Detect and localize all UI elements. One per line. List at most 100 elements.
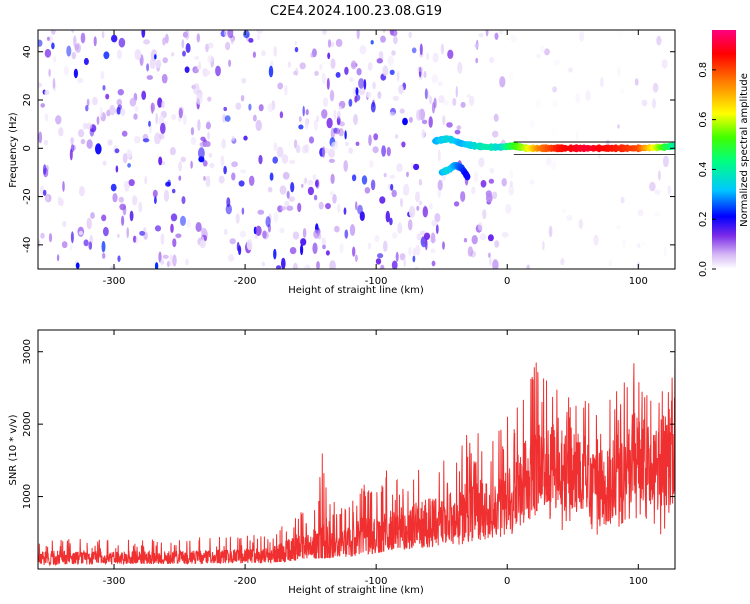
heatmap-cell: [428, 203, 433, 210]
heatmap-cell: [488, 178, 495, 184]
heatmap-cell: [95, 143, 102, 155]
heatmap-cell: [316, 115, 320, 123]
heatmap-cell: [150, 102, 156, 113]
heatmap-cell: [417, 66, 424, 72]
heatmap-cell: [272, 156, 279, 164]
heatmap-cell: [585, 90, 591, 102]
heatmap-cell: [85, 122, 93, 130]
heatmap-cell: [228, 59, 232, 67]
heatmap-cell: [418, 200, 423, 206]
heatmap-cell: [227, 30, 234, 39]
heatmap-cell: [370, 179, 376, 191]
heatmap-cell: [501, 178, 507, 187]
heatmap-cell: [327, 39, 332, 48]
heatmap-cell: [40, 103, 45, 108]
heatmap-cell: [322, 244, 326, 250]
heatmap-cell: [78, 129, 85, 138]
y-tick-label: 0: [22, 145, 33, 151]
heatmap-cell: [287, 61, 292, 68]
heatmap-cell: [328, 148, 335, 158]
heatmap-cell: [348, 98, 353, 107]
heatmap-cell: [477, 221, 483, 231]
heatmap-cell: [184, 66, 190, 73]
heatmap-cell: [89, 127, 95, 137]
heatmap-cell: [107, 139, 113, 146]
heatmap-cell: [656, 35, 662, 46]
heatmap-cell: [326, 117, 333, 129]
heatmap-cell: [350, 60, 357, 70]
heatmap-cell: [166, 260, 170, 268]
heatmap-cell: [621, 238, 627, 248]
heatmap-cell: [382, 65, 389, 77]
heatmap-cell: [336, 110, 341, 120]
heatmap-cell: [432, 52, 439, 63]
heatmap-cell: [667, 185, 672, 196]
heatmap-cell: [122, 153, 128, 164]
heatmap-cell: [466, 94, 471, 98]
heatmap-cell: [154, 132, 161, 145]
heatmap-cell: [652, 82, 659, 93]
heatmap-cell: [355, 141, 360, 146]
x-tick-label: 0: [504, 276, 510, 287]
heatmap-cell: [312, 174, 317, 181]
heatmap-cell: [396, 70, 400, 82]
x-tick-label: -100: [365, 276, 388, 287]
heatmap-cell: [155, 59, 162, 69]
heatmap-cell: [243, 135, 248, 141]
heatmap-cell: [314, 70, 319, 76]
heatmap-cell: [380, 35, 386, 43]
x-tick-label: 0: [504, 576, 510, 587]
heatmap-cell: [44, 48, 52, 58]
x-tick-label: -300: [103, 276, 126, 287]
heatmap-cell: [489, 167, 495, 174]
heatmap-cell: [358, 78, 365, 89]
heatmap-cell: [169, 147, 176, 156]
heatmap-cell: [369, 160, 374, 168]
heatmap-cell: [157, 97, 163, 108]
heatmap-cell: [460, 191, 466, 202]
heatmap-cell: [399, 197, 404, 208]
heatmap-cell: [637, 243, 641, 249]
heatmap-cell: [172, 254, 177, 267]
snr-plot-frame: [37, 329, 676, 570]
heatmap-cell: [411, 47, 417, 54]
heatmap-cell: [351, 174, 357, 182]
heatmap-cell: [487, 234, 494, 242]
heatmap-cell: [159, 133, 165, 140]
heatmap-cell: [292, 262, 298, 269]
heatmap-cell: [238, 245, 242, 256]
heatmap-cell: [654, 189, 661, 195]
heatmap-cell: [368, 134, 372, 146]
heatmap-cell: [617, 66, 621, 78]
heatmap-cell: [295, 144, 301, 154]
heatmap-cell: [304, 264, 311, 269]
heatmap-cell: [381, 145, 386, 157]
heatmap-cell: [269, 172, 274, 181]
heatmap-cell: [43, 164, 47, 175]
heatmap-cell: [289, 247, 297, 255]
heatmap-cell: [452, 97, 457, 107]
heatmap-cell: [552, 86, 557, 93]
heatmap-cell: [231, 161, 239, 168]
heatmap-cell: [185, 43, 191, 53]
heatmap-cell: [118, 37, 126, 48]
heatmap-cell: [327, 52, 331, 60]
heatmap-cell: [43, 139, 49, 146]
heatmap-cell: [44, 113, 49, 122]
heatmap-cell: [100, 70, 105, 80]
heatmap-cell: [190, 136, 197, 145]
heatmap-cell: [478, 157, 485, 168]
heatmap-cell: [181, 196, 186, 205]
heatmap-cell: [93, 36, 97, 47]
heatmap-cell: [134, 106, 139, 112]
heatmap-cell: [229, 238, 236, 245]
heatmap-cell: [421, 236, 426, 245]
heatmap-cell: [170, 213, 178, 222]
heatmap-cell: [277, 82, 284, 90]
heatmap-cell: [377, 253, 384, 259]
y-tick-label: -20: [22, 188, 33, 204]
heatmap-cell: [492, 130, 499, 138]
heatmap-cell: [339, 121, 345, 127]
y-tick-label: 2000: [22, 411, 33, 436]
